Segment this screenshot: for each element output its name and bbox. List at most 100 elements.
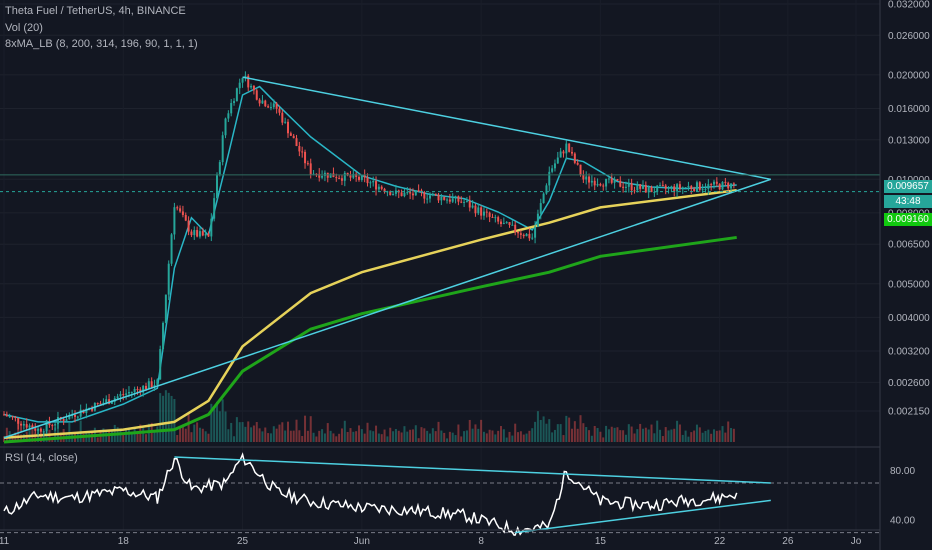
- volume-bar: [485, 433, 488, 442]
- rsi-tick-label: 80.00: [890, 466, 915, 477]
- volume-bar: [695, 424, 698, 442]
- candle-body: [627, 183, 630, 187]
- volume-bar: [426, 430, 429, 442]
- volume-bar: [119, 428, 122, 442]
- volume-bar: [576, 428, 579, 442]
- candle-body: [670, 186, 673, 188]
- time-tick-label: 22: [714, 536, 726, 547]
- rsi-indicator-label[interactable]: RSI (14, close): [5, 452, 78, 464]
- candle-body: [193, 230, 196, 236]
- volume-bar: [420, 427, 423, 442]
- candle-body: [704, 188, 707, 190]
- candle-body: [136, 389, 139, 391]
- volume-bar: [340, 428, 343, 442]
- candle-body: [170, 234, 173, 264]
- candle-body: [431, 193, 434, 196]
- candle-body: [31, 425, 34, 429]
- candle-body: [130, 391, 133, 393]
- volume-bar: [375, 425, 378, 442]
- candle-body: [730, 183, 733, 189]
- volume-bar: [559, 424, 562, 442]
- candle-body: [298, 146, 301, 152]
- volume-bar: [181, 424, 184, 442]
- candle-body: [264, 100, 267, 107]
- candle-body: [309, 163, 312, 175]
- candle-body: [477, 207, 480, 214]
- candle-body: [196, 230, 199, 237]
- candle-body: [590, 180, 593, 183]
- volume-bar: [338, 433, 341, 442]
- candle-body: [346, 172, 349, 176]
- volume-bar: [272, 426, 275, 442]
- candle-body: [613, 179, 616, 183]
- volume-bar: [582, 423, 585, 442]
- volume-bar: [190, 432, 193, 442]
- candle-body: [258, 99, 261, 104]
- volume-bar: [437, 421, 440, 442]
- candle-body: [661, 185, 664, 187]
- candle-body: [474, 205, 477, 214]
- volume-bar: [176, 435, 179, 442]
- candle-body: [17, 418, 20, 424]
- candle-body: [718, 183, 721, 190]
- candle-body: [500, 221, 502, 224]
- candle-body: [693, 188, 696, 192]
- candle-body: [301, 151, 304, 153]
- candle-body: [485, 211, 488, 213]
- candle-body: [238, 82, 241, 89]
- volume-bar: [602, 437, 605, 442]
- candle-body: [568, 143, 571, 152]
- volume-bar: [400, 432, 403, 442]
- volume-bar: [108, 431, 111, 442]
- volume-bar: [605, 425, 608, 442]
- volume-bar: [565, 415, 568, 442]
- candle-body: [105, 399, 108, 403]
- candle-body: [247, 75, 250, 88]
- time-tick-label: 26: [782, 536, 794, 547]
- candle-body: [710, 184, 713, 186]
- candle-body: [96, 402, 99, 404]
- candle-body: [630, 183, 633, 191]
- candle-body: [443, 196, 446, 200]
- rsi-line: [3, 452, 738, 536]
- candle-body: [233, 101, 236, 103]
- rsi-panel: [0, 452, 880, 536]
- volume-bar: [244, 426, 247, 442]
- volume-bar: [599, 431, 602, 442]
- volume-bar: [610, 426, 613, 442]
- candle-body: [343, 172, 346, 181]
- candle-body: [352, 173, 355, 178]
- candle-body: [695, 182, 698, 192]
- volume-bar: [349, 428, 352, 442]
- candle-body: [423, 192, 426, 199]
- volume-indicator-label[interactable]: Vol (20): [5, 22, 43, 34]
- volume-bar: [42, 431, 45, 442]
- candle-body: [698, 182, 701, 190]
- price-tick-label: 0.002150: [888, 406, 930, 417]
- volume-bar: [235, 417, 238, 442]
- candle-body: [267, 106, 270, 108]
- volume-bar: [287, 421, 289, 442]
- volume-bar: [110, 429, 113, 442]
- candle-body: [241, 77, 244, 83]
- price-tick-label: 0.020000: [888, 70, 930, 81]
- candle-body: [375, 181, 378, 190]
- symbol-title[interactable]: Theta Fuel / TetherUS, 4h, BINANCE: [5, 5, 186, 17]
- volume-bar: [210, 403, 213, 442]
- candle-body: [437, 194, 440, 201]
- candle-body: [394, 190, 397, 194]
- volume-bar: [710, 433, 713, 442]
- volume-bar: [88, 433, 91, 442]
- volume-bar: [531, 428, 534, 442]
- ma-indicator-label[interactable]: 8xMA_LB (8, 200, 314, 196, 90, 1, 1, 1): [5, 38, 198, 50]
- candle-body: [281, 112, 284, 123]
- candle-body: [372, 181, 375, 183]
- candle-body: [497, 217, 500, 222]
- candle-body: [528, 233, 531, 239]
- volume-bar: [318, 430, 321, 442]
- volume-bar: [693, 430, 696, 442]
- volume-bar: [556, 424, 559, 442]
- volume-bar: [62, 428, 65, 442]
- candle-body: [306, 163, 309, 165]
